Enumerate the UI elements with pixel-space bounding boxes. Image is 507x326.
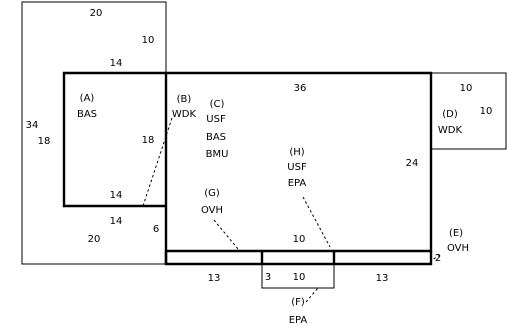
area-f-outline: [261, 264, 335, 289]
area-a-outline: [62, 71, 166, 208]
area-c-code-3: BMU: [206, 149, 229, 160]
area-e-code: OVH: [447, 243, 469, 254]
dim-step-width: 10: [293, 272, 306, 283]
area-a-code: BAS: [77, 109, 97, 120]
area-a-letter: (A): [80, 93, 95, 104]
area-b-letter: (B): [177, 94, 192, 105]
dim-a-right: 18: [142, 135, 155, 146]
leader-b: [142, 117, 173, 207]
dim-notch-bottom: 14: [110, 216, 123, 227]
dim-d-top: 10: [460, 83, 473, 94]
area-c-letter: (C): [210, 99, 225, 110]
dim-outer-top: 20: [90, 8, 103, 19]
area-e-letter: (E): [449, 228, 463, 239]
area-b-code: WDK: [172, 109, 197, 120]
area-h-letter: (H): [289, 147, 304, 158]
dim-a-top: 14: [110, 58, 123, 69]
area-d-code: WDK: [438, 125, 463, 136]
area-h-code-1: USF: [287, 162, 307, 173]
leader-h: [302, 196, 331, 248]
dim-main-bottom: 10: [293, 234, 306, 245]
outer-outline: [21, 1, 167, 265]
area-g-code: OVH: [201, 205, 223, 216]
area-f-letter: (F): [291, 297, 305, 308]
area-c-code-2: BAS: [206, 132, 226, 143]
area-h-code-2: EPA: [288, 178, 307, 189]
area-c-code-1: USF: [206, 114, 226, 125]
dim-a-bottom: 14: [110, 190, 123, 201]
leader-g: [213, 219, 239, 250]
leader-f: [305, 287, 319, 303]
dim-porch-left: 13: [208, 273, 221, 284]
area-d-letter: (D): [442, 109, 458, 120]
dim-outer-bottom: 20: [88, 234, 101, 245]
porch-outline: [164, 251, 433, 266]
dim-main-top: 36: [294, 83, 307, 94]
area-d-outline: [431, 72, 507, 150]
dim-a-left: 18: [38, 136, 51, 147]
dim-outer-left: 34: [26, 120, 39, 131]
dim-porch-right: 13: [376, 273, 389, 284]
leader-e: [431, 254, 441, 261]
dim-notch-right: 6: [153, 224, 159, 235]
dim-d-right: 10: [480, 106, 493, 117]
dim-porch-depth: 2: [435, 253, 441, 264]
area-g-letter: (G): [204, 188, 220, 199]
area-f-code: EPA: [289, 315, 308, 326]
dim-main-right: 24: [406, 158, 419, 169]
dim-step-left: 3: [265, 272, 271, 283]
dim-outer-right-upper: 10: [142, 35, 155, 46]
